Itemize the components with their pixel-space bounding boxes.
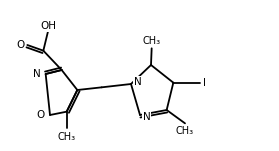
Text: OH: OH — [40, 21, 56, 31]
Text: N: N — [33, 69, 41, 79]
Text: CH₃: CH₃ — [176, 126, 194, 136]
Text: N: N — [134, 77, 142, 87]
Text: CH₃: CH₃ — [143, 36, 161, 46]
Text: O: O — [16, 40, 24, 50]
Text: CH₃: CH₃ — [57, 132, 76, 142]
Text: N: N — [143, 112, 151, 122]
Text: O: O — [37, 110, 45, 120]
Text: I: I — [203, 78, 206, 88]
